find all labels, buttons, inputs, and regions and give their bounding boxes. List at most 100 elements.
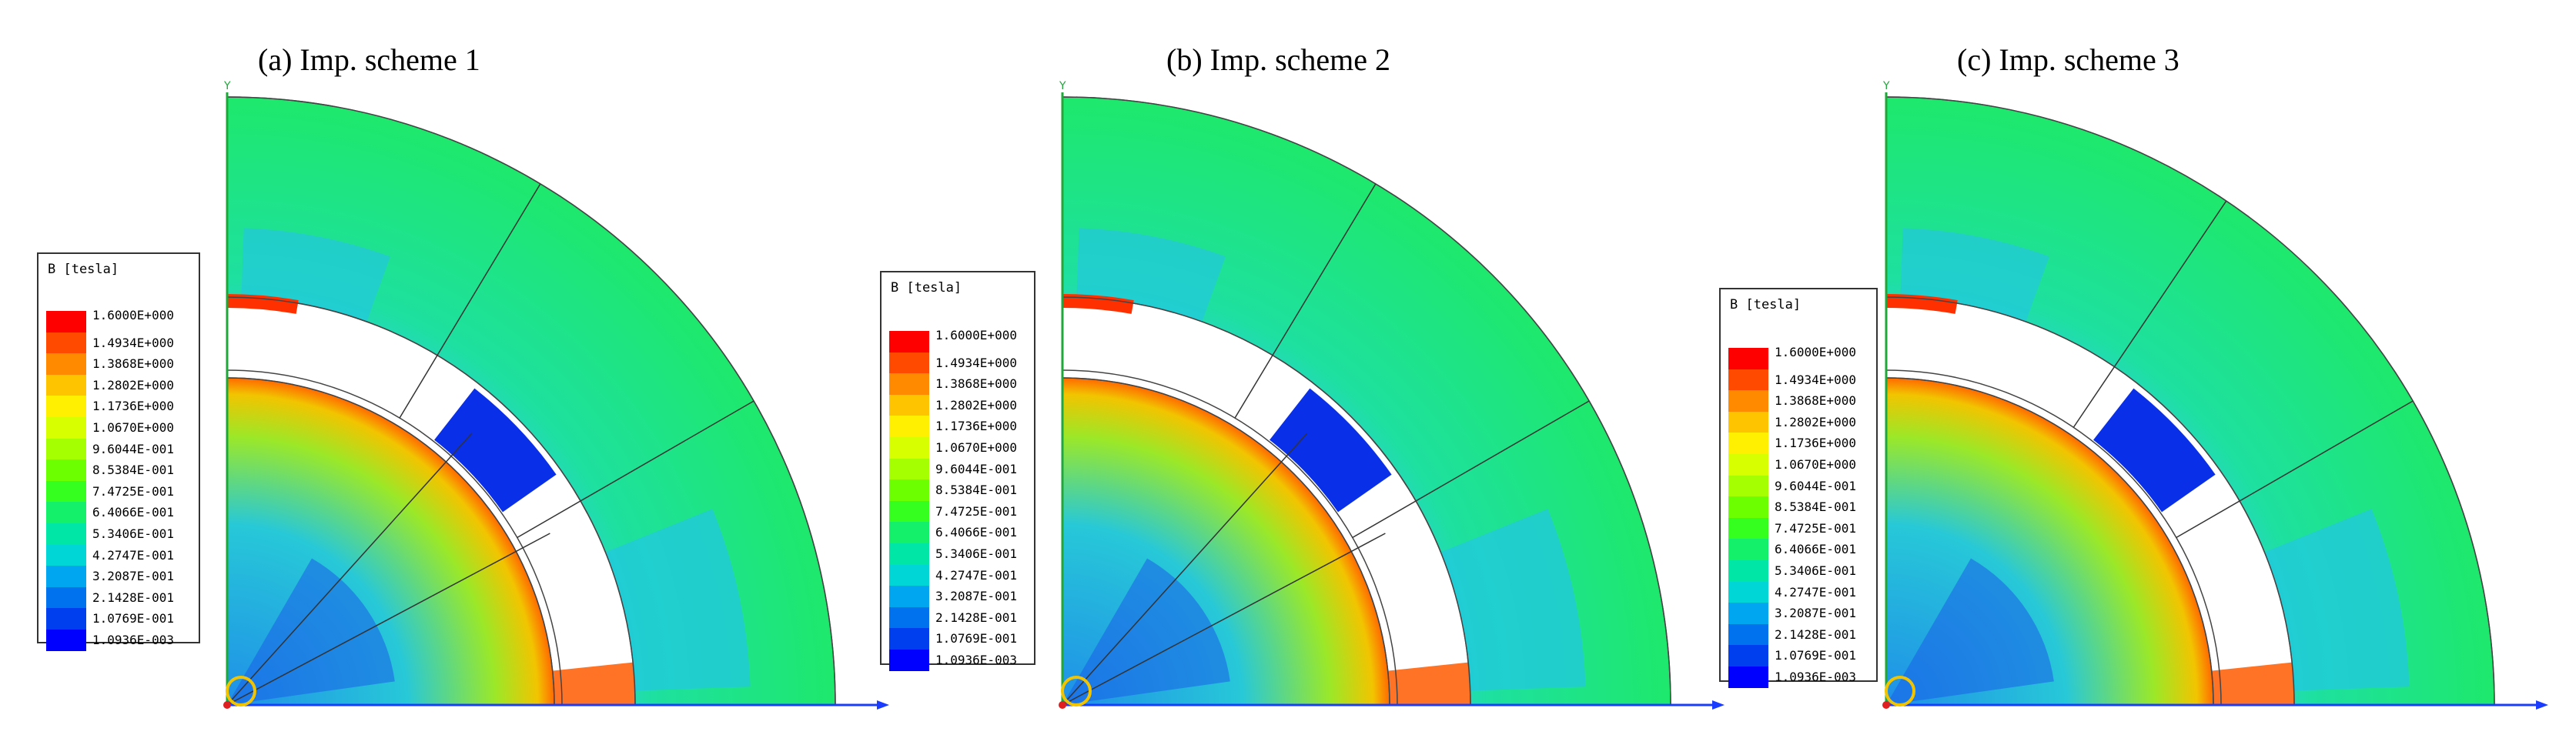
legend-value: 1.3868E+000: [92, 356, 174, 372]
legend-value: 1.0670E+000: [1775, 457, 1856, 472]
legend-value: 1.0769E-001: [1775, 648, 1856, 663]
region-boundary: [1885, 96, 2495, 706]
legend-row: 1.6000E+000: [1721, 345, 1876, 369]
legend-value: 1.2802E+000: [92, 377, 174, 393]
panel-title: (b) Imp. scheme 2: [1166, 42, 1391, 77]
legend-value: 1.2802E+000: [1775, 414, 1856, 429]
legend-value: 8.5384E-001: [92, 463, 174, 478]
x-axis-arrow: [2536, 700, 2548, 710]
legend-swatch: [1728, 411, 1768, 433]
legend-value: 1.3868E+000: [935, 376, 1017, 392]
legend-swatch: [889, 606, 929, 629]
magnet-region: [434, 388, 557, 513]
panel-title: (a) Imp. scheme 1: [258, 42, 480, 77]
legend-value: 2.1428E-001: [92, 590, 174, 605]
legend-swatch: [889, 479, 929, 502]
legend-row: 5.3406E-001: [882, 543, 1034, 565]
legend-title: B [tesla]: [48, 262, 119, 277]
region-boundary: [1062, 96, 1671, 706]
legend-row: 8.5384E-001: [38, 459, 199, 482]
panel-title: (c) Imp. scheme 3: [1957, 42, 2180, 77]
legend-swatch: [46, 480, 86, 503]
legend-value: 7.4725E-001: [1775, 520, 1856, 536]
legend-value: 2.1428E-001: [1775, 626, 1856, 642]
legend-swatch: [1728, 390, 1768, 413]
legend: B [tesla] 1.6000E+000 1.4934E+000 1.3868E+…: [37, 252, 200, 651]
legend-swatch: [1728, 517, 1768, 540]
magnet-region: [2093, 388, 2216, 513]
legend-row: 1.2802E+000: [882, 394, 1034, 416]
legend-value: 1.1736E+000: [1775, 436, 1856, 451]
x-axis-arrow: [877, 700, 889, 710]
legend-row: 8.5384E-001: [1721, 496, 1876, 519]
legend-row: 4.2747E-001: [882, 564, 1034, 586]
rotor-line: [1062, 433, 1308, 706]
panel-b: (b) Imp. scheme 2 Y B [tesla] 1.6000E+00…: [858, 0, 1725, 755]
legend: B [tesla] 1.6000E+000 1.4934E+000 1.3868E+…: [1719, 288, 1878, 688]
legend-swatch: [889, 352, 929, 374]
origin-marker: [1882, 701, 1890, 709]
legend-swatch: [889, 500, 929, 523]
legend-row: 9.6044E-001: [38, 438, 199, 460]
legend-row: 3.2087E-001: [882, 586, 1034, 608]
legend-row: 1.0936E-003: [882, 650, 1034, 671]
legend-swatch: [1728, 496, 1768, 519]
air-gap-hotspot: [1380, 662, 1470, 705]
legend-swatch: [1728, 603, 1768, 625]
legend-swatch: [889, 586, 929, 608]
legend-value: 7.4725E-001: [935, 503, 1017, 519]
legend-row: 8.5384E-001: [882, 479, 1034, 502]
legend-value: 6.4066E-001: [1775, 542, 1856, 557]
legend-row: 1.0670E+000: [38, 417, 199, 439]
legend-swatch: [46, 544, 86, 566]
legend-swatch: [46, 608, 86, 630]
legend-row: 1.3868E+000: [38, 353, 199, 376]
region-boundary: [226, 369, 563, 706]
legend-swatch: [889, 394, 929, 416]
legend-row: 1.0769E-001: [38, 608, 199, 630]
stator-tooth-band: [1440, 509, 1586, 691]
region-boundary: [1062, 377, 1390, 706]
air-gap-hotspot: [2203, 662, 2294, 705]
legend-swatch: [46, 332, 86, 354]
legend-value: 1.4934E+000: [935, 355, 1017, 370]
legend-value: 4.2747E-001: [1775, 584, 1856, 600]
legend-value: 1.0769E-001: [92, 611, 174, 626]
legend-row: 6.4066E-001: [38, 502, 199, 524]
origin-marker: [1059, 701, 1066, 709]
region-boundary: [1062, 369, 1398, 706]
shaft-marker: [1885, 676, 1915, 707]
air-gap-hotspot: [227, 294, 299, 314]
legend-swatch: [889, 331, 929, 352]
legend-value: 1.6000E+000: [1775, 345, 1856, 359]
legend-row: 7.4725E-001: [882, 500, 1034, 523]
legend-swatch: [46, 438, 86, 460]
legend-swatch: [889, 437, 929, 459]
shaft-marker: [226, 676, 256, 707]
legend-swatch: [889, 564, 929, 586]
legend-row: 1.0670E+000: [882, 437, 1034, 459]
legend-swatch: [889, 458, 929, 480]
legend-row: 1.6000E+000: [882, 328, 1034, 352]
air-gap-hotspot: [1062, 294, 1134, 314]
legend-value: 2.1428E-001: [935, 610, 1017, 625]
legend-value: 1.0936E-003: [92, 633, 174, 647]
legend-value: 5.3406E-001: [935, 546, 1017, 561]
legend-value: 3.2087E-001: [935, 589, 1017, 604]
legend-swatch: [46, 630, 86, 651]
legend-swatch: [46, 417, 86, 439]
legend-row: 1.0769E-001: [882, 628, 1034, 650]
legend-row: 2.1428E-001: [882, 606, 1034, 629]
legend-row: 3.2087E-001: [1721, 603, 1876, 625]
legend-row: 3.2087E-001: [38, 566, 199, 588]
legend-swatch: [889, 522, 929, 544]
legend-row: 5.3406E-001: [1721, 560, 1876, 582]
legend-row: 1.1736E+000: [1721, 433, 1876, 455]
segment-line: [399, 183, 541, 419]
legend-row: 2.1428E-001: [1721, 623, 1876, 646]
legend-row: 1.6000E+000: [38, 308, 199, 332]
legend-swatch: [889, 650, 929, 671]
rotor-line: [226, 433, 473, 706]
air-gap-hotspot: [544, 662, 635, 705]
legend-value: 1.2802E+000: [935, 397, 1017, 413]
